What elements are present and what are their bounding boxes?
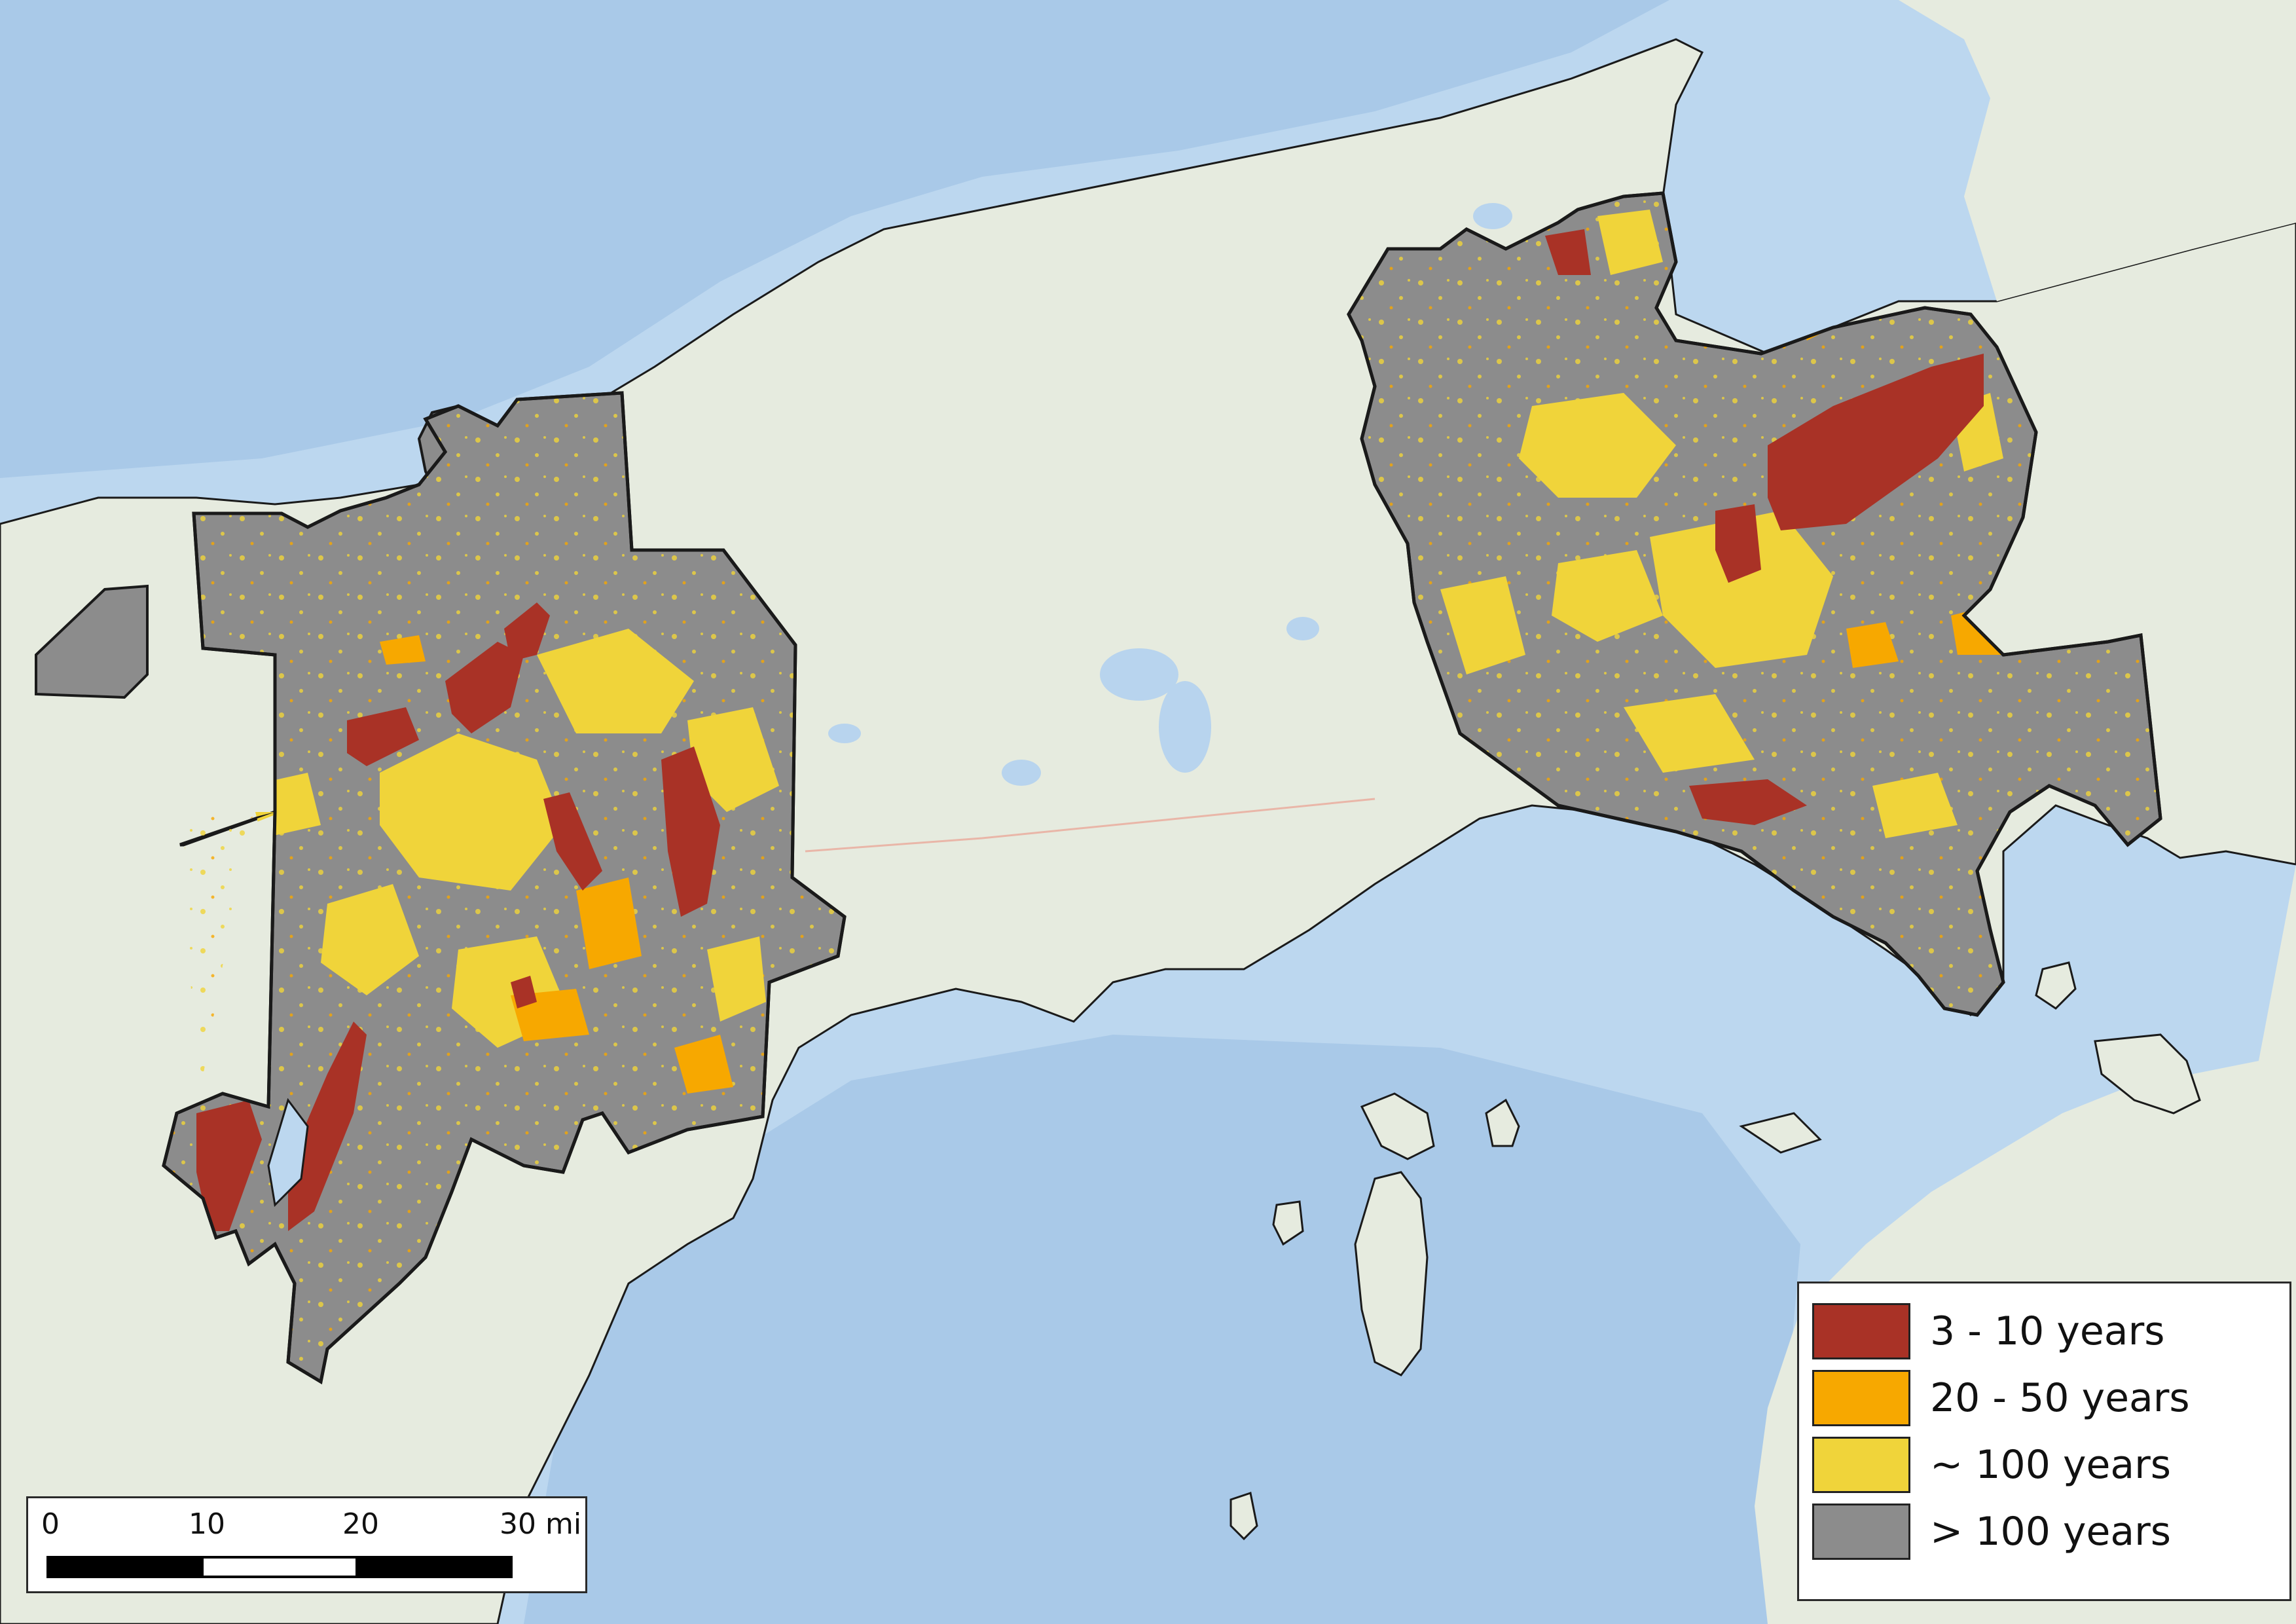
scale-segment xyxy=(355,1556,513,1578)
island xyxy=(1360,1092,1435,1160)
legend-item: ~ 100 years xyxy=(1812,1435,2171,1494)
land-northeast xyxy=(1899,0,2296,301)
island xyxy=(1739,1112,1822,1154)
inland-lake xyxy=(1286,617,1319,640)
scale-label: 30 mi xyxy=(500,1507,582,1541)
legend-item: > 100 years xyxy=(1812,1502,2171,1561)
island xyxy=(2035,961,2077,1010)
inland-lake xyxy=(1100,648,1178,701)
scale-bar: 0 10 20 30 mi xyxy=(26,1496,587,1593)
road-line xyxy=(805,798,1376,853)
legend-swatch xyxy=(1812,1437,1910,1493)
inland-lake xyxy=(828,724,861,743)
scale-label: 0 xyxy=(41,1507,60,1541)
island xyxy=(1354,1171,1429,1376)
legend-label: ~ 100 years xyxy=(1930,1442,2172,1488)
map-legend: 3 - 10 years 20 - 50 years ~ 100 years >… xyxy=(1797,1282,2291,1601)
forest-region-west xyxy=(162,391,847,1384)
scale-segment xyxy=(46,1556,204,1578)
island xyxy=(2094,1033,2201,1115)
island xyxy=(1485,1098,1520,1147)
scale-segment xyxy=(201,1556,358,1578)
inland-lake xyxy=(1159,681,1211,773)
scale-label: 10 xyxy=(189,1507,225,1541)
legend-label: 20 - 50 years xyxy=(1930,1375,2190,1421)
island xyxy=(1272,1200,1304,1246)
legend-item: 3 - 10 years xyxy=(1812,1302,2165,1361)
inland-lake xyxy=(1473,203,1512,229)
scale-label: 20 xyxy=(342,1507,379,1541)
legend-label: > 100 years xyxy=(1930,1509,2172,1555)
legend-swatch xyxy=(1812,1504,1910,1560)
deep-water-north xyxy=(0,0,1669,478)
legend-item: 20 - 50 years xyxy=(1812,1369,2190,1428)
forest-unit-west-small xyxy=(35,584,149,699)
inland-lake xyxy=(1002,760,1041,786)
deep-water-south xyxy=(524,1035,1800,1624)
legend-swatch xyxy=(1812,1303,1910,1359)
legend-swatch xyxy=(1812,1370,1910,1426)
legend-label: 3 - 10 years xyxy=(1930,1308,2165,1354)
island xyxy=(1230,1492,1258,1541)
